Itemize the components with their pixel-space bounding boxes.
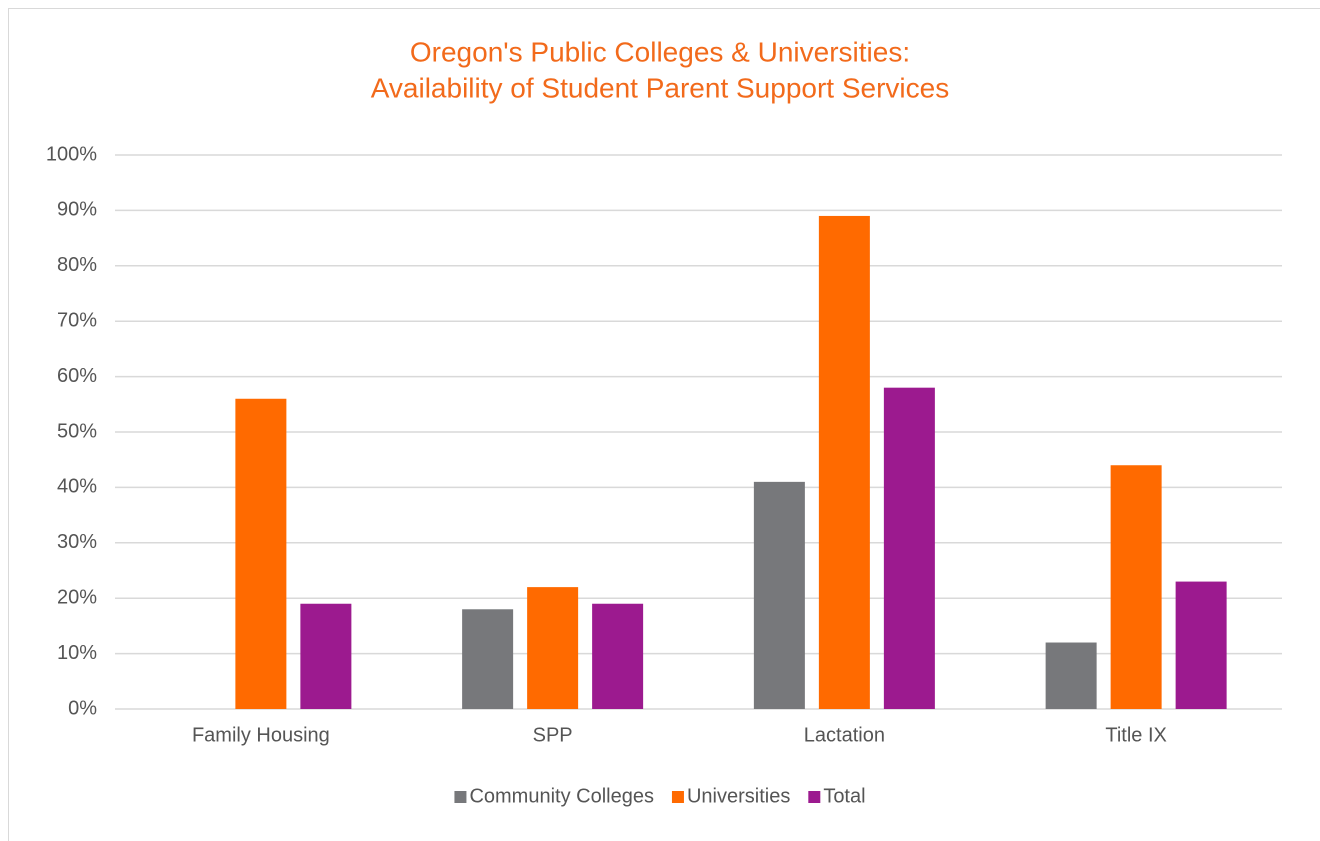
x-tick-label: SPP — [533, 724, 573, 746]
bar — [592, 603, 644, 709]
bar — [1045, 642, 1097, 709]
legend-label: Universities — [687, 785, 790, 807]
legend-swatch — [671, 791, 684, 803]
bar — [1175, 581, 1227, 709]
y-tick-label: 50% — [57, 420, 97, 442]
y-tick-label: 80% — [57, 254, 97, 276]
legend-swatch — [808, 791, 821, 803]
x-tick-label: Lactation — [804, 724, 885, 746]
bar — [753, 481, 805, 709]
bar — [1110, 465, 1162, 709]
bar — [818, 215, 870, 709]
y-tick-label: 0% — [68, 697, 97, 719]
bar — [527, 587, 579, 709]
y-tick-label: 60% — [57, 365, 97, 387]
legend-swatch — [454, 791, 467, 803]
chart-title: Availability of Student Parent Support S… — [371, 72, 949, 103]
chart-title: Oregon's Public Colleges & Universities: — [410, 36, 910, 67]
bar — [883, 387, 935, 709]
x-tick-label: Title IX — [1105, 724, 1167, 746]
y-tick-label: 40% — [57, 476, 97, 498]
x-tick-label: Family Housing — [192, 724, 330, 746]
legend-label: Total — [823, 785, 865, 807]
bar — [300, 603, 352, 709]
bar — [235, 398, 287, 709]
y-tick-label: 100% — [46, 143, 97, 165]
y-tick-label: 30% — [57, 531, 97, 553]
y-tick-label: 20% — [57, 586, 97, 608]
legend-label: Community Colleges — [469, 785, 654, 807]
y-tick-label: 70% — [57, 309, 97, 331]
chart-frame — [8, 8, 1320, 841]
bar — [462, 609, 514, 709]
y-tick-label: 10% — [57, 642, 97, 664]
y-tick-label: 90% — [57, 199, 97, 221]
